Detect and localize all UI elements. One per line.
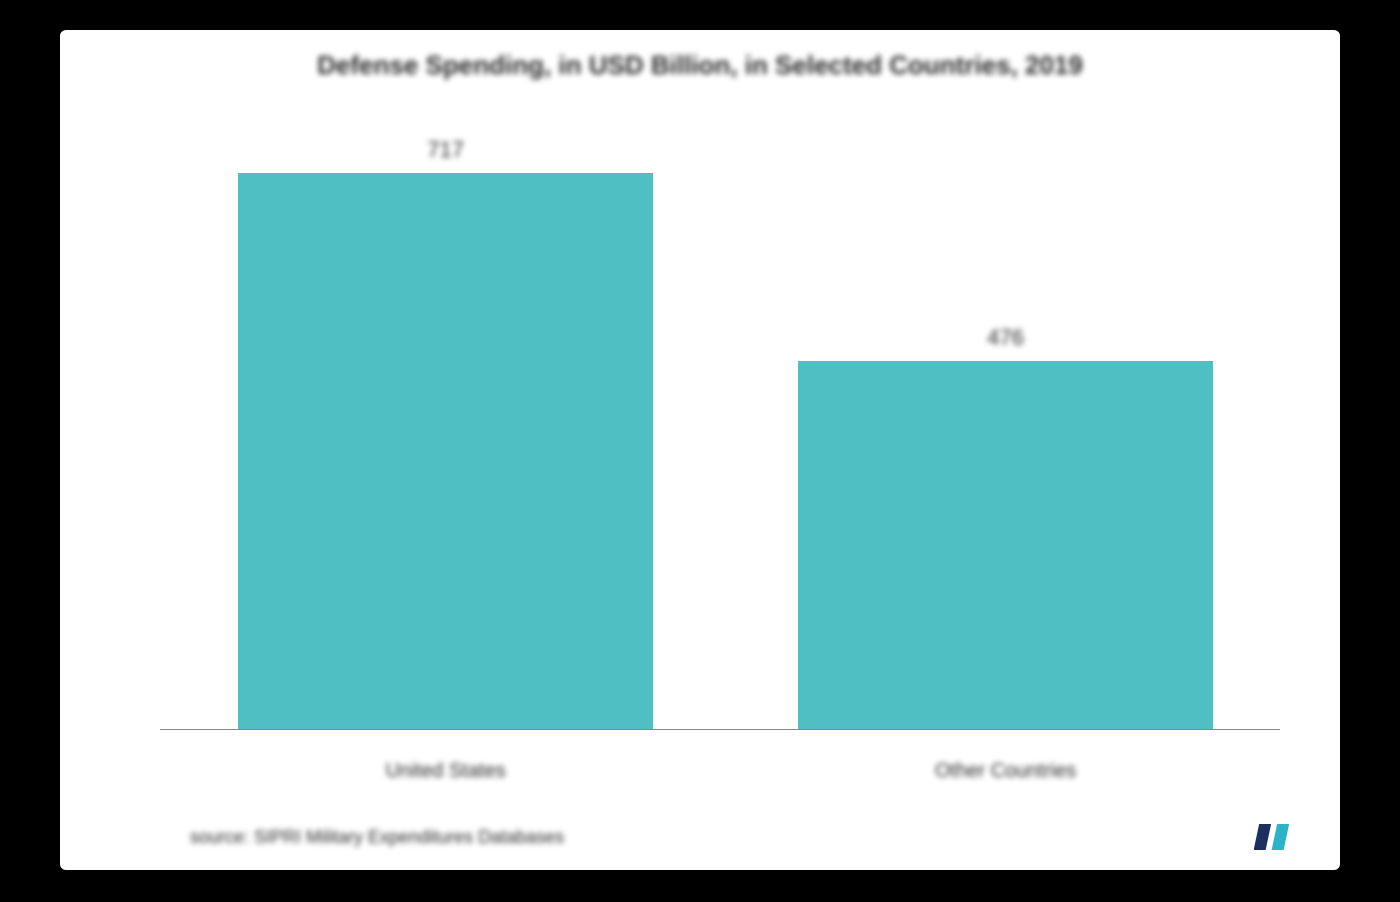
- x-axis-baseline: [160, 729, 1280, 730]
- bar-value-label: 476: [798, 325, 1212, 351]
- x-label-other-countries: Other Countries: [798, 760, 1212, 783]
- plot-area: 717 476: [160, 110, 1280, 730]
- chart-container: Defense Spending, in USD Billion, in Sel…: [60, 30, 1340, 870]
- source-note: source: SIPRI Military Expenditures Data…: [190, 827, 564, 848]
- bar-other-countries: 476: [798, 361, 1212, 729]
- x-label-united-states: United States: [238, 760, 652, 783]
- bar-value-label: 717: [238, 137, 652, 163]
- watermark-logo-icon: [1254, 820, 1310, 852]
- bar-united-states: 717: [238, 173, 652, 729]
- x-axis-labels: United States Other Countries: [160, 760, 1280, 800]
- chart-title: Defense Spending, in USD Billion, in Sel…: [60, 30, 1340, 81]
